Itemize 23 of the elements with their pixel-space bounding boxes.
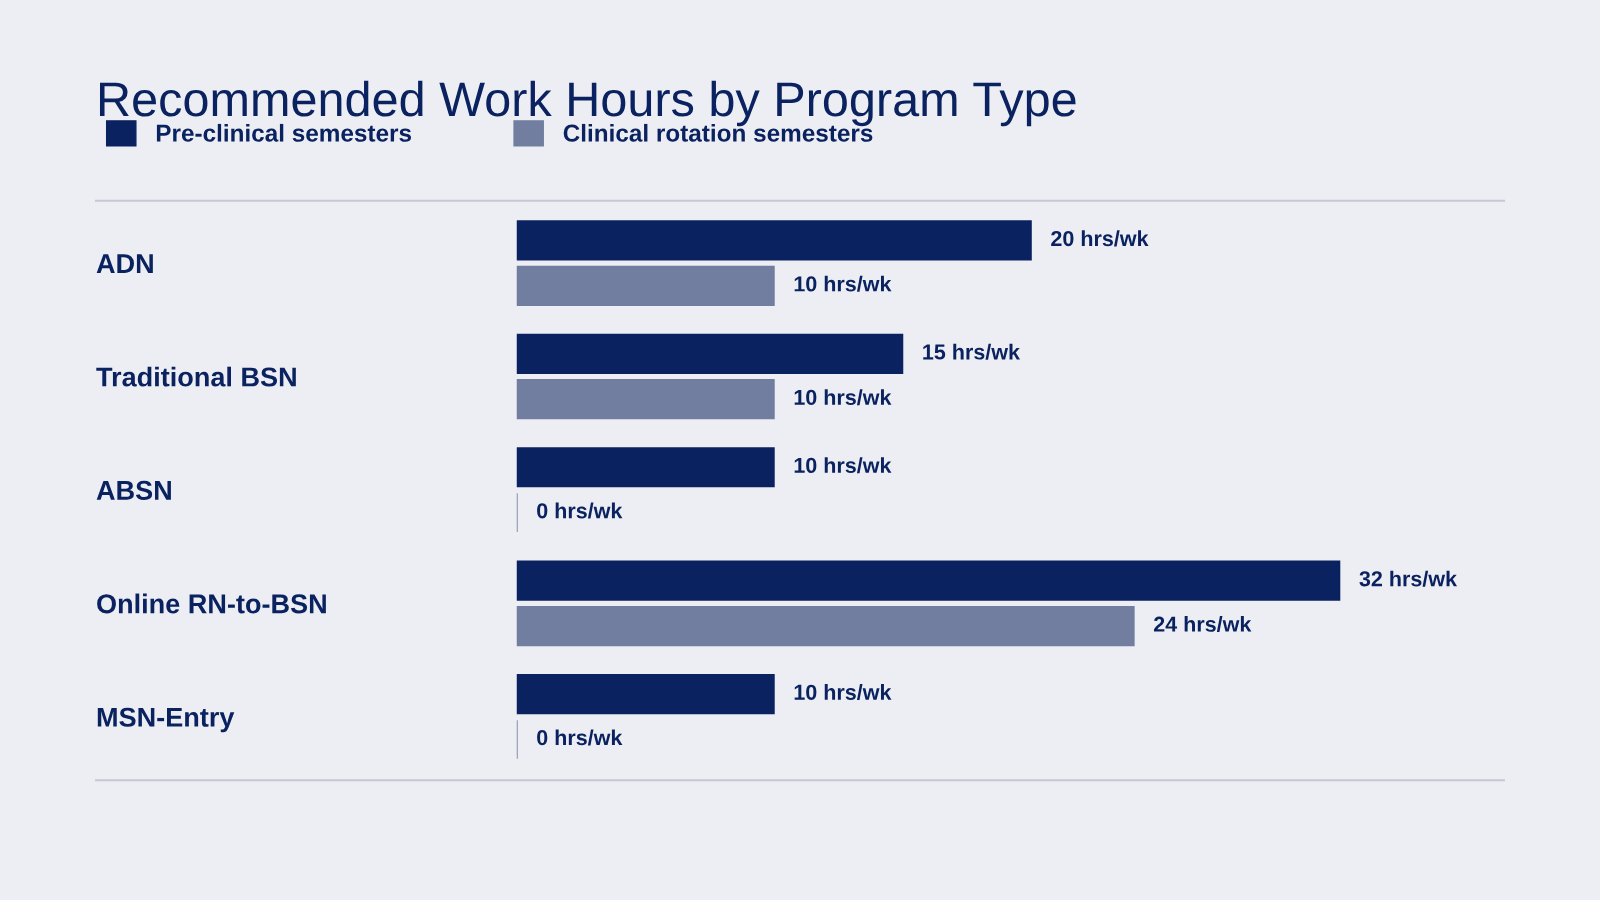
y-tick-label: ADN bbox=[96, 254, 153, 273]
data-label: 32 hrs/wk bbox=[1359, 570, 1458, 587]
data-label: 10 hrs/wk bbox=[794, 684, 892, 701]
bar bbox=[516, 379, 775, 420]
data-label: 24 hrs/wk bbox=[1153, 616, 1252, 633]
bar bbox=[516, 560, 1341, 601]
data-label: 10 hrs/wk bbox=[794, 457, 892, 474]
data-label: 0 hrs/wk bbox=[537, 502, 623, 519]
bar bbox=[516, 265, 775, 306]
y-tick-label: MSN-Entry bbox=[97, 707, 235, 733]
y-tick-label: ABSN bbox=[96, 480, 171, 501]
bar bbox=[516, 333, 904, 374]
bar bbox=[516, 220, 1032, 261]
y-tick-label: Online RN-to-BSN bbox=[97, 593, 326, 614]
y-tick-label: Traditional BSN bbox=[96, 366, 296, 387]
bar bbox=[516, 673, 775, 715]
data-label: 0 hrs/wk bbox=[537, 729, 623, 746]
data-label: 20 hrs/wk bbox=[1051, 230, 1149, 247]
bar bbox=[516, 447, 775, 488]
data-label: 10 hrs/wk bbox=[794, 275, 892, 292]
bar bbox=[516, 605, 1135, 647]
data-label: 15 hrs/wk bbox=[923, 343, 1021, 360]
data-label: 10 hrs/wk bbox=[794, 389, 892, 406]
